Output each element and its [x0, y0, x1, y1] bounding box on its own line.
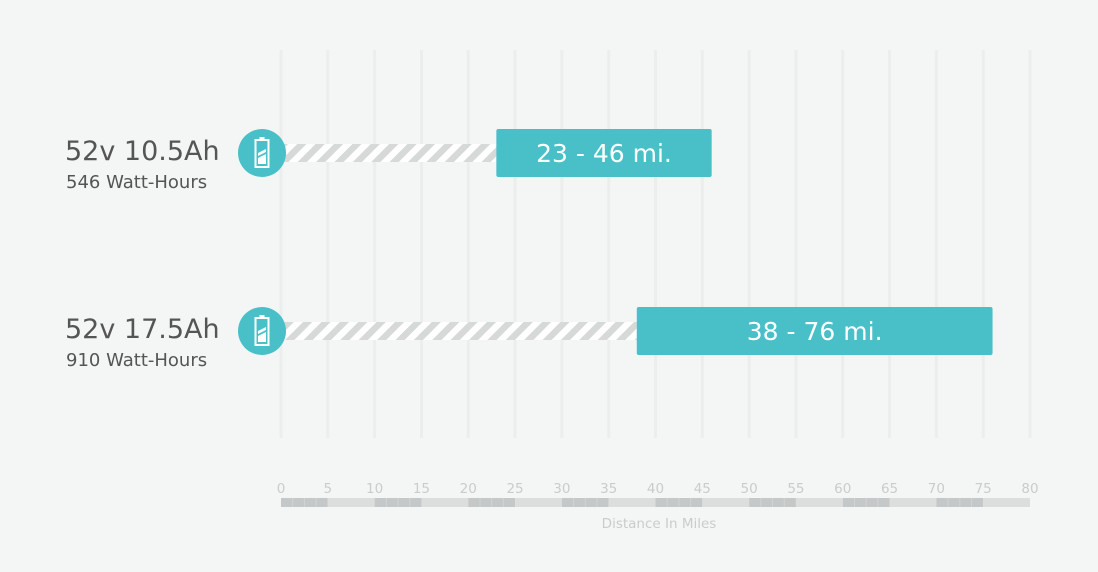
axis-segment [983, 498, 1030, 507]
x-tick-label: 15 [413, 481, 430, 497]
range-bar [496, 129, 712, 177]
axis-segment [327, 498, 375, 507]
x-tick-label: 20 [460, 481, 477, 497]
x-tick-label: 40 [647, 481, 664, 497]
battery-icon [238, 129, 286, 177]
axis-segment [515, 498, 562, 507]
range-label: 23 - 46 mi. [536, 139, 672, 168]
x-tick-label: 35 [600, 481, 617, 497]
x-tick-label: 70 [928, 481, 945, 497]
range-bar [636, 307, 993, 355]
lead-in-bar [281, 322, 637, 340]
x-tick-label: 55 [787, 481, 804, 497]
x-tick-label: 25 [506, 481, 523, 497]
x-tick-label: 5 [324, 481, 333, 497]
x-tick-label: 0 [277, 481, 286, 497]
x-tick-label: 75 [975, 481, 992, 497]
axis-segment [421, 498, 469, 507]
x-axis-title: Distance In Miles [601, 516, 717, 532]
x-tick-label: 60 [834, 481, 851, 497]
axis-segment [702, 498, 750, 507]
battery-icon [238, 307, 286, 355]
category-label-2: 52v 17.5Ah [65, 314, 220, 345]
x-tick-label: 30 [553, 481, 570, 497]
axis-segment [889, 498, 937, 507]
lead-in-bar [281, 144, 497, 162]
category-sublabel-1: 546 Watt-Hours [66, 172, 208, 193]
x-tick-label: 50 [741, 481, 758, 497]
x-tick-label: 80 [1021, 481, 1038, 497]
x-tick-label: 65 [881, 481, 898, 497]
x-tick-label: 45 [694, 481, 711, 497]
axis-segment [795, 498, 843, 507]
axis-segment [608, 498, 656, 507]
range-label: 38 - 76 mi. [747, 317, 883, 346]
category-label-1: 52v 10.5Ah [65, 136, 220, 167]
category-sublabel-2: 910 Watt-Hours [66, 350, 208, 371]
x-tick-label: 10 [366, 481, 383, 497]
